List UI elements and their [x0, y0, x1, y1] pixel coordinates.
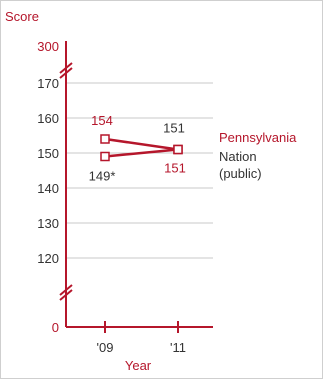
series-line-1	[104, 148, 179, 158]
point-marker-0-0	[100, 134, 110, 144]
y-tick-label-140: 140	[37, 181, 59, 196]
x-axis-label: Year	[125, 358, 152, 373]
y-tick-label-170: 170	[37, 76, 59, 91]
series-line-0	[104, 137, 179, 151]
y-tick-label-150: 150	[37, 146, 59, 161]
chart: 0 120 130 140 150 160 170 300 Score '09 '11 Year 154…	[5, 9, 297, 373]
y-tick-label-0: 0	[52, 320, 59, 335]
series-label-nation-line2: (public)	[219, 166, 262, 181]
data-label-1-0: 149*	[89, 169, 116, 184]
y-tick-label-130: 130	[37, 216, 59, 231]
point-marker-1-0	[100, 151, 110, 162]
y-tick-label-160: 160	[37, 111, 59, 126]
x-tick-label-0: '09	[97, 340, 114, 355]
series-label-nation-line1: Nation	[219, 149, 257, 164]
data-label-0-1: 151	[164, 161, 186, 176]
series-label-pennsylvania: Pennsylvania	[219, 130, 297, 145]
point-marker-1-1	[173, 144, 183, 155]
data-label-1-1: 151	[163, 121, 185, 136]
y-tick-label-120: 120	[37, 251, 59, 266]
data-label-0-0: 154	[91, 113, 113, 128]
y-tick-label-300: 300	[37, 39, 59, 54]
y-axis-label: Score	[5, 9, 39, 24]
x-tick-label-1: '11	[170, 340, 186, 355]
